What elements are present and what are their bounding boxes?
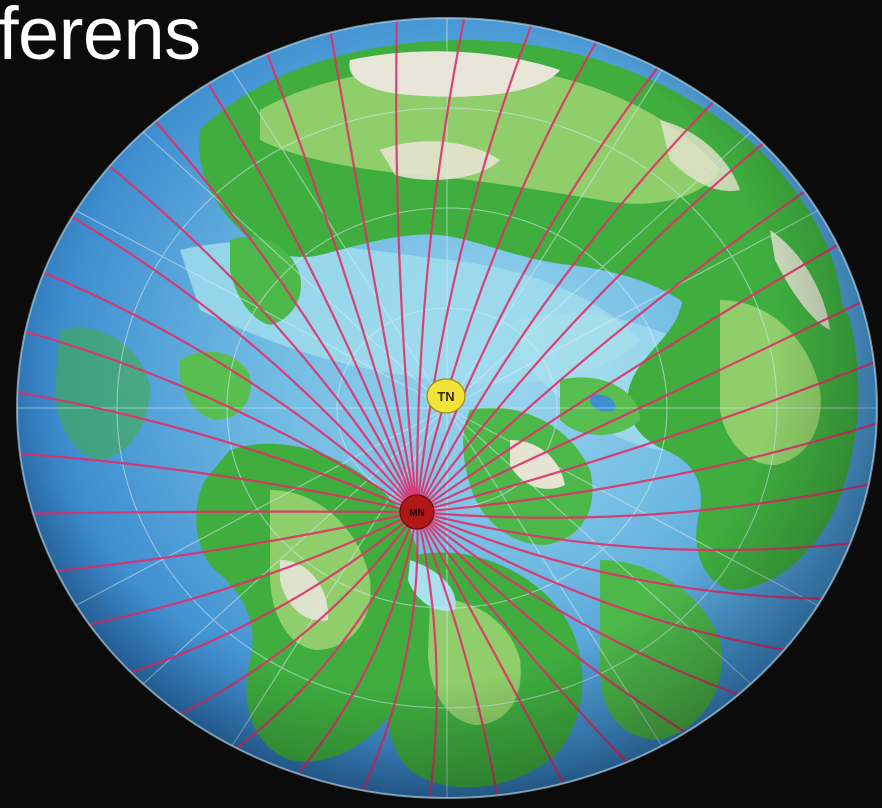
true-north-marker: TN [426, 378, 466, 414]
page-title: ferens [0, 0, 201, 75]
globe-rim [16, 17, 878, 799]
magnetic-pole-marker: MN [399, 494, 435, 530]
magnetic-pole-label: MN [409, 508, 425, 519]
true-north-label: TN [437, 389, 454, 404]
